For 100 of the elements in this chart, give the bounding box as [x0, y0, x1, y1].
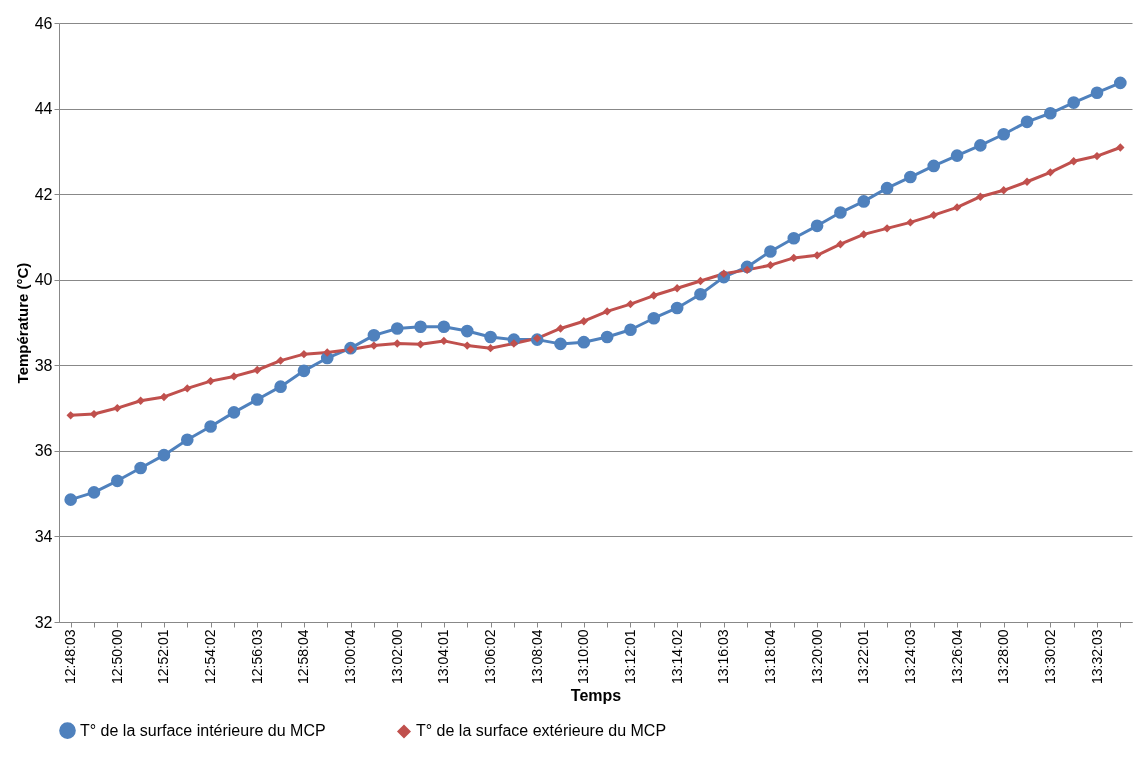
point	[882, 224, 892, 233]
point	[1020, 115, 1034, 129]
point	[579, 317, 589, 326]
point	[439, 336, 449, 346]
point	[857, 195, 871, 208]
point	[997, 127, 1011, 141]
point	[787, 231, 801, 245]
point	[950, 149, 964, 162]
point	[812, 251, 822, 260]
point	[180, 433, 194, 447]
point	[204, 420, 217, 433]
y-tick-label: 32	[34, 613, 53, 631]
y-tick-label: 40	[34, 271, 53, 289]
point	[1069, 157, 1078, 166]
point	[157, 448, 171, 462]
point	[1046, 168, 1055, 177]
point	[274, 380, 287, 393]
point	[672, 284, 682, 293]
point	[577, 335, 591, 349]
x-tick-label: 13:02:00	[388, 629, 405, 684]
point	[649, 291, 658, 300]
point	[976, 192, 985, 201]
x-tick-label: 12:54:02	[202, 629, 219, 684]
point	[509, 339, 519, 348]
point	[437, 320, 451, 334]
point	[742, 265, 752, 275]
point	[463, 341, 472, 350]
point	[229, 372, 239, 381]
legend-label: T° de la surface extérieure du MCP	[416, 722, 667, 740]
point	[974, 139, 987, 152]
point	[834, 206, 847, 219]
x-tick-label: 12:48:03	[62, 629, 79, 684]
x-tick-label: 13:26:04	[948, 629, 965, 684]
point	[1044, 106, 1057, 120]
point	[624, 323, 637, 337]
legend-label: T° de la surface intérieure du MCP	[80, 721, 326, 739]
point	[647, 311, 661, 325]
point	[1114, 76, 1127, 90]
y-axis-title: Température (°C)	[13, 262, 31, 384]
point	[696, 276, 705, 286]
x-tick-label: 13:20:00	[808, 629, 825, 684]
point	[367, 329, 381, 342]
x-tick-label: 13:00:04	[342, 629, 359, 684]
x-tick-label: 13:18:04	[761, 629, 778, 684]
point	[764, 245, 777, 258]
point	[64, 493, 77, 506]
x-tick-label: 13:14:02	[668, 629, 685, 684]
point	[904, 170, 917, 184]
point	[1116, 143, 1125, 152]
y-tick-label: 42	[34, 185, 53, 203]
point	[554, 337, 567, 351]
point	[183, 384, 192, 393]
point	[927, 159, 941, 173]
point	[110, 474, 124, 488]
x-tick-label: 13:06:02	[482, 629, 499, 684]
y-tick-label: 34	[34, 527, 53, 545]
point	[66, 411, 75, 420]
x-tick-label: 12:58:04	[295, 629, 312, 684]
x-tick-label: 13:22:01	[855, 629, 872, 684]
point	[227, 406, 241, 419]
x-tick-label: 13:32:03	[1088, 629, 1105, 684]
point	[810, 219, 824, 233]
point	[766, 260, 775, 270]
point	[694, 287, 707, 301]
point	[323, 348, 332, 357]
point	[1090, 86, 1104, 100]
point	[600, 330, 614, 344]
point	[113, 403, 122, 413]
point	[159, 392, 169, 402]
x-tick-label: 13:08:04	[528, 629, 545, 684]
point	[136, 396, 145, 405]
x-tick-label: 13:28:00	[995, 629, 1012, 684]
y-tick-label: 44	[34, 100, 53, 118]
point	[297, 364, 311, 378]
y-tick-label: 38	[34, 356, 53, 374]
point	[393, 339, 402, 348]
y-tick-label: 46	[34, 14, 53, 32]
y-tick-label: 36	[34, 442, 53, 460]
point	[486, 343, 495, 353]
x-tick-label: 13:16:03	[715, 629, 732, 684]
x-axis-title: Temps	[570, 687, 622, 704]
point	[134, 461, 147, 475]
point	[1067, 96, 1081, 109]
x-tick-label: 12:56:03	[248, 629, 265, 684]
point	[414, 320, 427, 334]
point	[253, 365, 262, 375]
point	[626, 299, 635, 309]
point	[1092, 151, 1102, 161]
point	[206, 376, 215, 386]
point	[369, 341, 379, 350]
point	[1022, 177, 1032, 186]
point	[276, 356, 285, 365]
point	[250, 393, 264, 406]
point	[906, 218, 915, 227]
point	[484, 330, 497, 344]
point	[999, 186, 1008, 195]
point	[789, 253, 798, 263]
x-tick-label: 12:50:00	[108, 629, 125, 684]
point	[880, 181, 894, 195]
point	[87, 486, 101, 499]
